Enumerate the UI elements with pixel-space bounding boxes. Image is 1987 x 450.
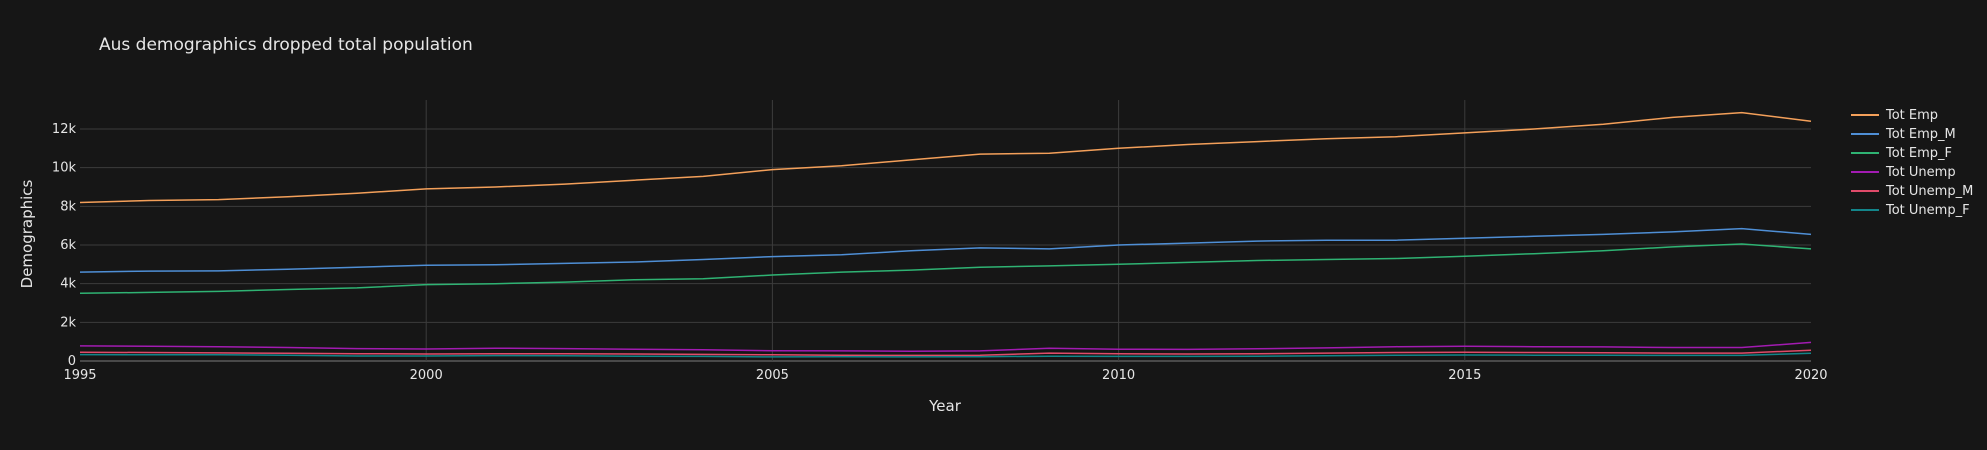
series-line-tot-emp[interactable] — [79, 111, 1812, 204]
x-tick-label: 2015 — [1448, 368, 1481, 383]
y-tick-label: 8k — [60, 199, 76, 214]
tick-layer: 0 2k 4k 6k 8k 10k 12k 1995 2000 2005 2010 2015 2020 — [52, 122, 1828, 383]
legend-item[interactable]: Tot Unemp_M — [1851, 184, 1973, 199]
legend-item[interactable]: Tot Unemp_F — [1851, 203, 1970, 218]
legend-label: Tot Unemp_F — [1885, 203, 1970, 218]
legend-label: Tot Emp — [1885, 108, 1938, 123]
legend-label: Tot Emp_M — [1885, 127, 1956, 142]
y-tick-label: 12k — [52, 122, 77, 137]
series-line-tot-emp-f[interactable] — [79, 243, 1812, 295]
x-tick-label: 1995 — [63, 368, 96, 383]
x-axis-title: Year — [928, 397, 962, 415]
x-tick-label: 2020 — [1794, 368, 1827, 383]
y-tick-label: 4k — [60, 277, 76, 292]
y-tick-label: 6k — [60, 238, 76, 253]
legend-item[interactable]: Tot Unemp — [1851, 165, 1956, 180]
legend-item[interactable]: Tot Emp_F — [1851, 146, 1952, 161]
legend-item[interactable]: Tot Emp — [1851, 108, 1938, 123]
y-tick-label: 10k — [52, 161, 77, 176]
legend-label: Tot Unemp — [1885, 165, 1956, 180]
grid-layer — [80, 100, 1811, 362]
x-tick-label: 2010 — [1102, 368, 1135, 383]
series-line-tot-unemp-f[interactable] — [79, 352, 1812, 358]
series-line-tot-unemp[interactable] — [79, 341, 1812, 353]
y-tick-label: 2k — [60, 315, 76, 330]
legend-item[interactable]: Tot Emp_M — [1851, 127, 1956, 142]
y-tick-label: 0 — [68, 354, 76, 369]
y-axis-title: Demographics — [18, 179, 36, 288]
series-line-tot-unemp-m[interactable] — [79, 349, 1812, 357]
series-line-tot-emp-m[interactable] — [79, 227, 1812, 273]
legend-label: Tot Emp_F — [1885, 146, 1952, 161]
chart-title: Aus demographics dropped total populatio… — [99, 35, 473, 55]
x-tick-label: 2000 — [410, 368, 443, 383]
legend[interactable]: Tot Emp Tot Emp_M Tot Emp_F Tot Unemp Tot Un… — [1851, 108, 1973, 218]
x-tick-label: 2005 — [756, 368, 789, 383]
legend-label: Tot Unemp_M — [1885, 184, 1973, 199]
series-layer — [79, 111, 1812, 358]
